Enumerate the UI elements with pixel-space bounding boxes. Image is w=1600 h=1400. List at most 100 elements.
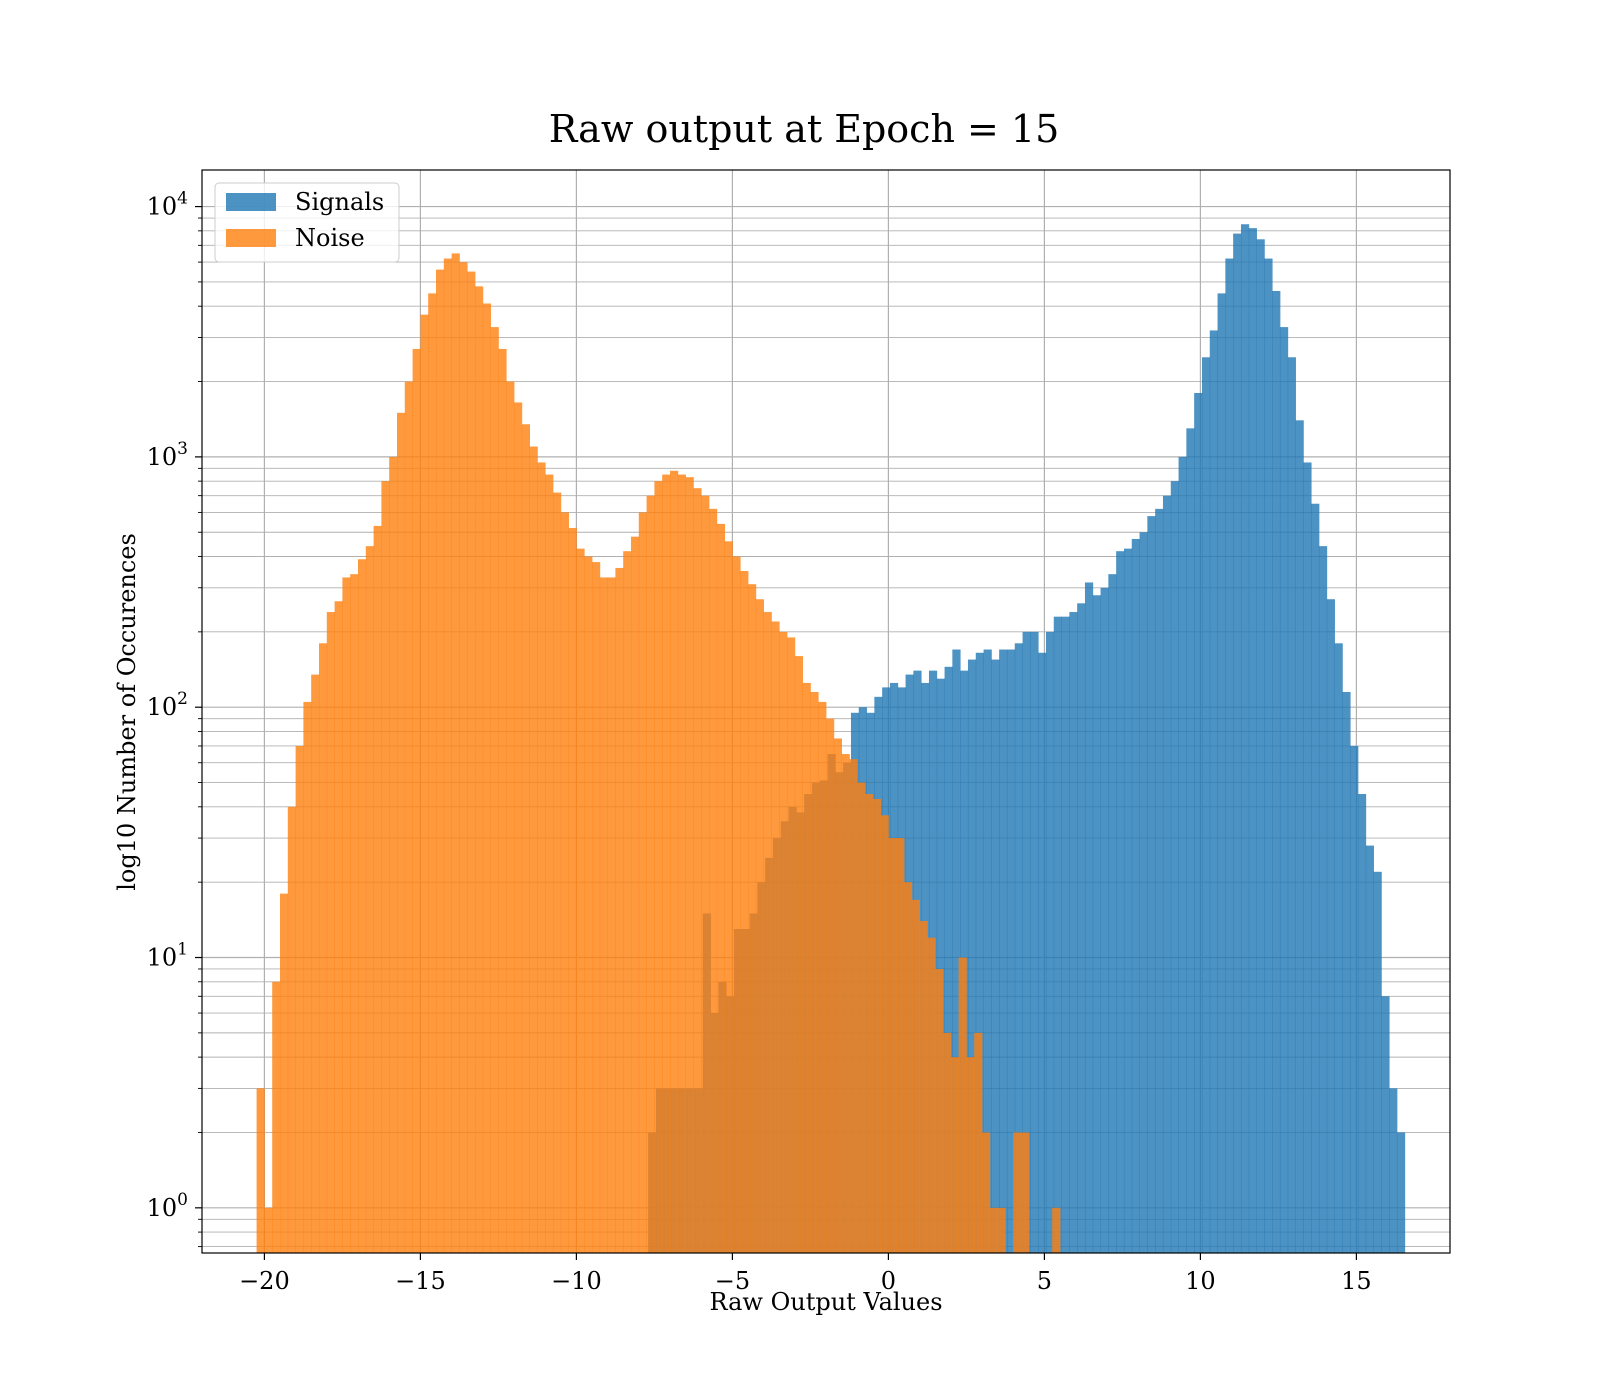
x-tick-label: 10 — [1185, 1267, 1216, 1295]
histogram-bar — [600, 577, 608, 1253]
histogram-bar — [991, 660, 999, 1253]
histogram-bar — [912, 900, 920, 1253]
histogram-bar — [592, 562, 600, 1253]
histogram-bar — [576, 549, 584, 1253]
histogram-bar — [1202, 357, 1210, 1253]
histogram-bar — [959, 958, 967, 1253]
histogram-bar — [491, 327, 499, 1253]
histogram-bar — [374, 526, 382, 1253]
histogram-bar — [303, 702, 311, 1253]
histogram-bar — [1397, 1132, 1405, 1253]
histogram-bar — [1272, 291, 1280, 1253]
histogram-bar — [1374, 872, 1382, 1253]
histogram-bar — [1038, 653, 1046, 1253]
histogram-bar — [1021, 1132, 1029, 1253]
histogram-bar — [1140, 532, 1148, 1253]
histogram-bar — [974, 1033, 982, 1253]
histogram-bar — [1062, 617, 1070, 1253]
histogram-bar — [748, 584, 756, 1253]
histogram-bar — [693, 488, 701, 1253]
histogram-bar — [444, 259, 452, 1253]
histogram-bar — [764, 612, 772, 1253]
histogram-bar — [1350, 746, 1358, 1253]
histogram-bar — [1077, 603, 1085, 1253]
histogram-bar — [1288, 357, 1296, 1253]
histogram-bar — [686, 477, 694, 1253]
histogram-bar — [999, 650, 1007, 1253]
histogram-bar — [873, 799, 881, 1253]
histogram-bar — [569, 528, 577, 1253]
histogram-bar — [483, 304, 491, 1253]
histogram-bar — [522, 424, 530, 1253]
histogram-bar — [615, 568, 623, 1253]
histogram-bar — [888, 838, 896, 1253]
histogram-bar — [982, 1132, 990, 1253]
x-tick-label: −10 — [551, 1267, 602, 1295]
histogram-bar — [920, 921, 928, 1253]
histogram-bar — [678, 475, 686, 1253]
histogram-bar — [1225, 259, 1233, 1253]
histogram-bar — [834, 738, 842, 1253]
histogram-bar — [1335, 643, 1343, 1253]
chart-title: Raw output at Epoch = 15 — [549, 107, 1060, 151]
histogram-bar — [1069, 612, 1077, 1253]
histogram-bar — [459, 262, 467, 1253]
histogram-bar — [803, 683, 811, 1253]
x-axis-label: Raw Output Values — [709, 1288, 942, 1316]
histogram-bar — [881, 815, 889, 1253]
x-tick-label: 5 — [1037, 1267, 1052, 1295]
histogram-bar — [1171, 481, 1179, 1253]
histogram-bar — [787, 637, 795, 1253]
histogram-bar — [1241, 224, 1249, 1253]
legend-label-noise: Noise — [295, 224, 365, 252]
histogram-bar — [1101, 588, 1109, 1253]
histogram-bar — [327, 612, 335, 1253]
histogram-bar — [311, 675, 319, 1253]
histogram-bar — [1186, 428, 1194, 1253]
histogram-bar — [467, 272, 475, 1253]
legend-label-signals: Signals — [295, 188, 384, 216]
histogram-bar — [475, 286, 483, 1253]
histogram-bar — [1013, 1132, 1021, 1253]
histogram-bar — [608, 577, 616, 1253]
histogram-bar — [1054, 617, 1062, 1253]
histogram-bar — [420, 315, 428, 1253]
histogram-bar — [709, 509, 717, 1253]
y-axis-label: log10 Number of Occurences — [113, 533, 141, 891]
histogram-bar — [756, 599, 764, 1253]
x-tick-label: −15 — [395, 1267, 446, 1295]
histogram-bar — [381, 481, 389, 1253]
histogram-bar — [935, 969, 943, 1253]
histogram-bar — [740, 571, 748, 1253]
histogram-bar — [810, 692, 818, 1253]
histogram-bar — [561, 512, 569, 1253]
histogram-bar — [537, 462, 545, 1253]
histogram-bar — [849, 759, 857, 1253]
histogram-bar — [701, 496, 709, 1253]
histogram-bar — [990, 1208, 998, 1253]
histogram-bar — [966, 1057, 974, 1253]
histogram-bar — [366, 546, 374, 1253]
histogram-bar — [896, 838, 904, 1253]
histogram-bar — [1264, 259, 1272, 1253]
histogram-bar — [545, 475, 553, 1253]
histogram-bar — [904, 882, 912, 1253]
histogram-bar — [1210, 330, 1218, 1253]
histogram-bar — [436, 270, 444, 1253]
histogram-bar — [452, 253, 460, 1253]
legend: Signals Noise — [215, 183, 399, 262]
histogram-bar — [1085, 582, 1093, 1253]
histogram-bar — [1194, 393, 1202, 1253]
histogram-bar — [506, 382, 514, 1253]
histogram-bar — [1319, 546, 1327, 1253]
histogram-bar — [779, 632, 787, 1253]
histogram-bar — [732, 557, 740, 1253]
histogram-bar — [1311, 504, 1319, 1253]
histogram-bar — [1366, 846, 1374, 1253]
histogram-bar — [514, 402, 522, 1253]
x-tick-label: −20 — [239, 1267, 290, 1295]
x-tick-label: 15 — [1341, 1267, 1372, 1295]
histogram-bar — [795, 656, 803, 1253]
histogram-bar — [1358, 794, 1366, 1253]
histogram-bar — [927, 938, 935, 1253]
